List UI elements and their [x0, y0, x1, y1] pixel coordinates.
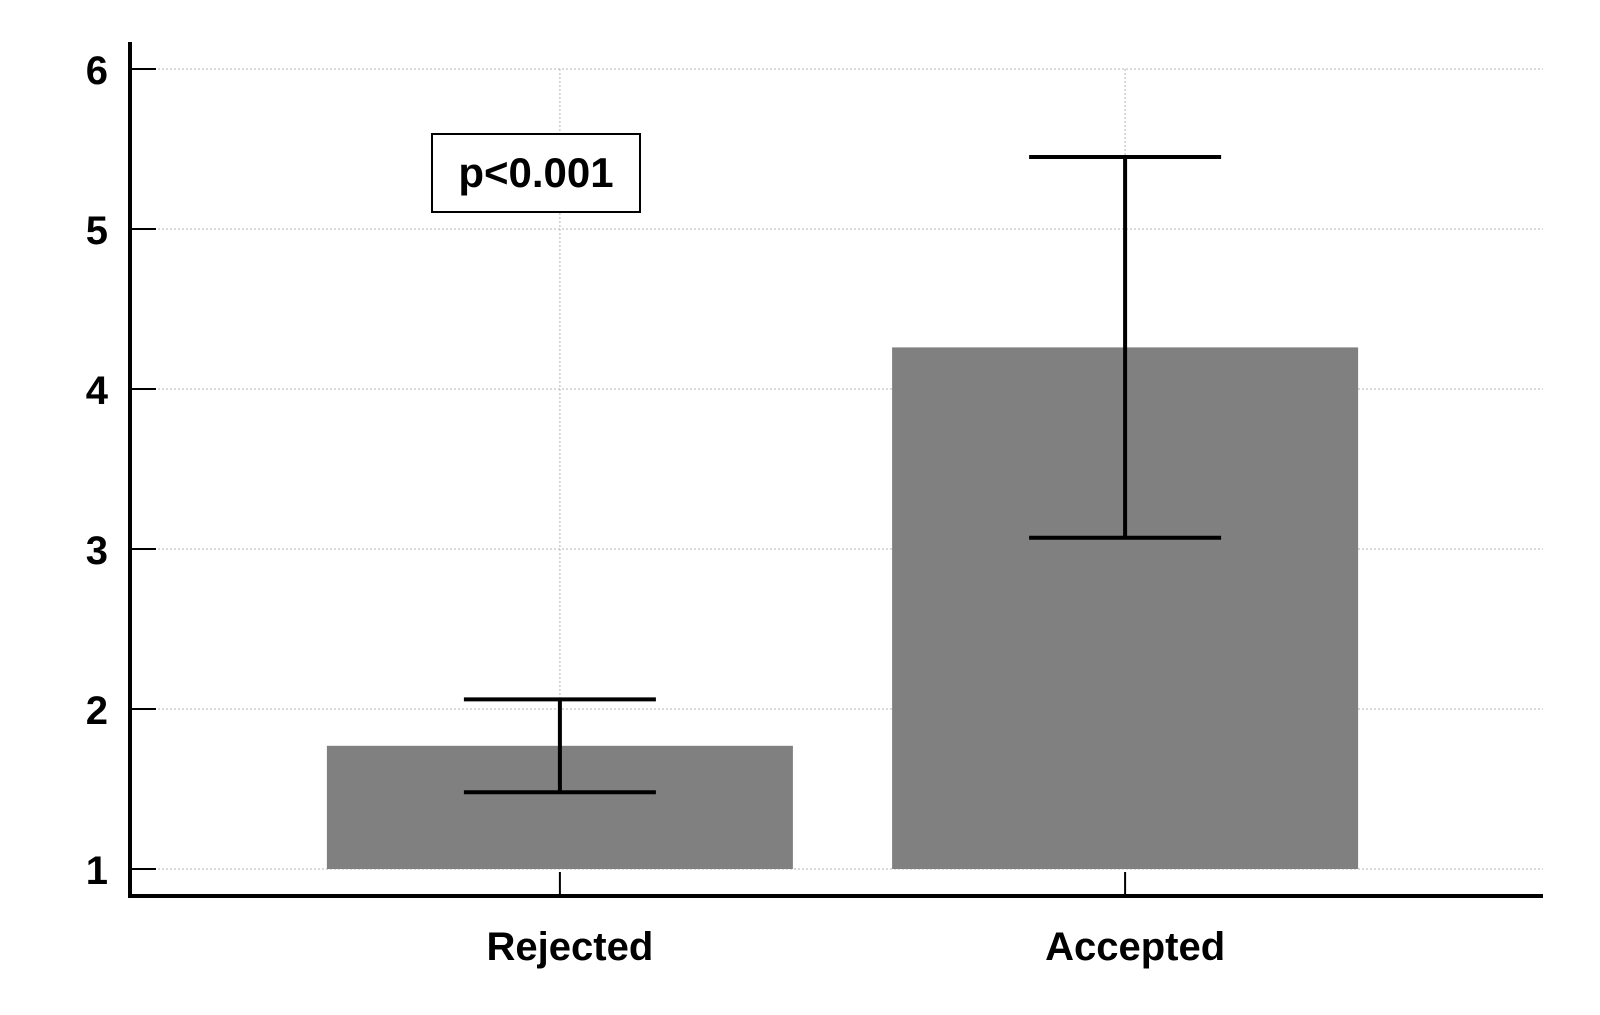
tick-layer: 1 2 3 4 5 6 Rejected Accepted	[86, 49, 1225, 969]
x-tick-label-rejected: Rejected	[487, 925, 654, 969]
y-tick-label: 2	[86, 689, 108, 733]
annotation-layer: p<0.001	[431, 133, 641, 213]
axis-layer	[128, 42, 1543, 898]
p-value-box	[431, 133, 641, 213]
y-tick-label: 3	[86, 529, 108, 573]
y-tick-label: 4	[86, 369, 109, 413]
y-tick-label: 6	[86, 49, 108, 93]
p-value-label: p<0.001	[458, 149, 613, 196]
y-tick-label: 5	[86, 209, 108, 253]
errorbar-layer	[463, 155, 1222, 795]
x-tick-label-accepted: Accepted	[1045, 925, 1225, 969]
y-tick-label: 1	[86, 849, 108, 893]
